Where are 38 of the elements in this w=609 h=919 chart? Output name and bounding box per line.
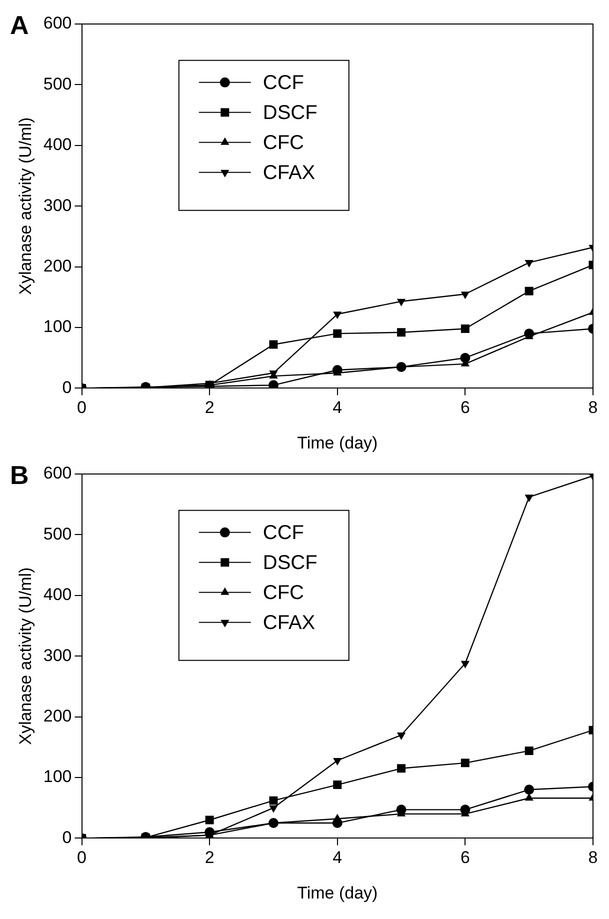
text: A	[10, 10, 29, 40]
y-tick-label: 600	[43, 14, 72, 33]
y-tick-label: 300	[43, 646, 72, 665]
x-tick-label: 8	[588, 848, 598, 868]
y-tick-label: 600	[43, 464, 72, 483]
legend-label: CFC	[262, 132, 304, 154]
x-tick-label: 0	[77, 398, 86, 418]
y-tick-label: 400	[43, 135, 72, 154]
y-tick-label: 200	[43, 706, 72, 726]
y-tick-label: 0	[62, 378, 72, 397]
x-tick-label: 6	[460, 398, 470, 418]
x-axis-title: Time (day)	[297, 433, 378, 452]
y-tick-label: 400	[43, 585, 72, 604]
x-tick-label: 4	[332, 848, 342, 868]
y-tick-label: 100	[43, 317, 72, 336]
y-axis-title: Xylanase activity (U/ml)	[16, 117, 35, 295]
legend-label: CFAX	[262, 612, 316, 634]
legend-label: CCF	[262, 72, 304, 94]
legend-label: CCF	[262, 522, 304, 544]
x-tick-label: 2	[204, 398, 214, 418]
legend-label: CFC	[262, 582, 304, 604]
y-tick-label: 0	[62, 828, 72, 847]
y-axis-title: Xylanase activity (U/ml)	[16, 567, 35, 745]
x-tick-label: 6	[460, 848, 470, 868]
x-tick-label: 0	[77, 848, 86, 868]
x-tick-label: 8	[588, 398, 598, 418]
x-axis-title: Time (day)	[297, 883, 378, 902]
y-tick-label: 100	[43, 767, 72, 786]
legend-label: DSCF	[262, 552, 318, 574]
legend-label: DSCF	[262, 102, 318, 124]
y-tick-label: 500	[43, 74, 72, 94]
y-tick-label: 300	[43, 196, 72, 215]
x-tick-label: 2	[204, 848, 214, 868]
text: B	[10, 460, 29, 490]
y-tick-label: 500	[43, 524, 72, 544]
x-tick-label: 4	[332, 398, 342, 418]
y-tick-label: 200	[43, 256, 72, 276]
legend-label: CFAX	[262, 162, 316, 184]
